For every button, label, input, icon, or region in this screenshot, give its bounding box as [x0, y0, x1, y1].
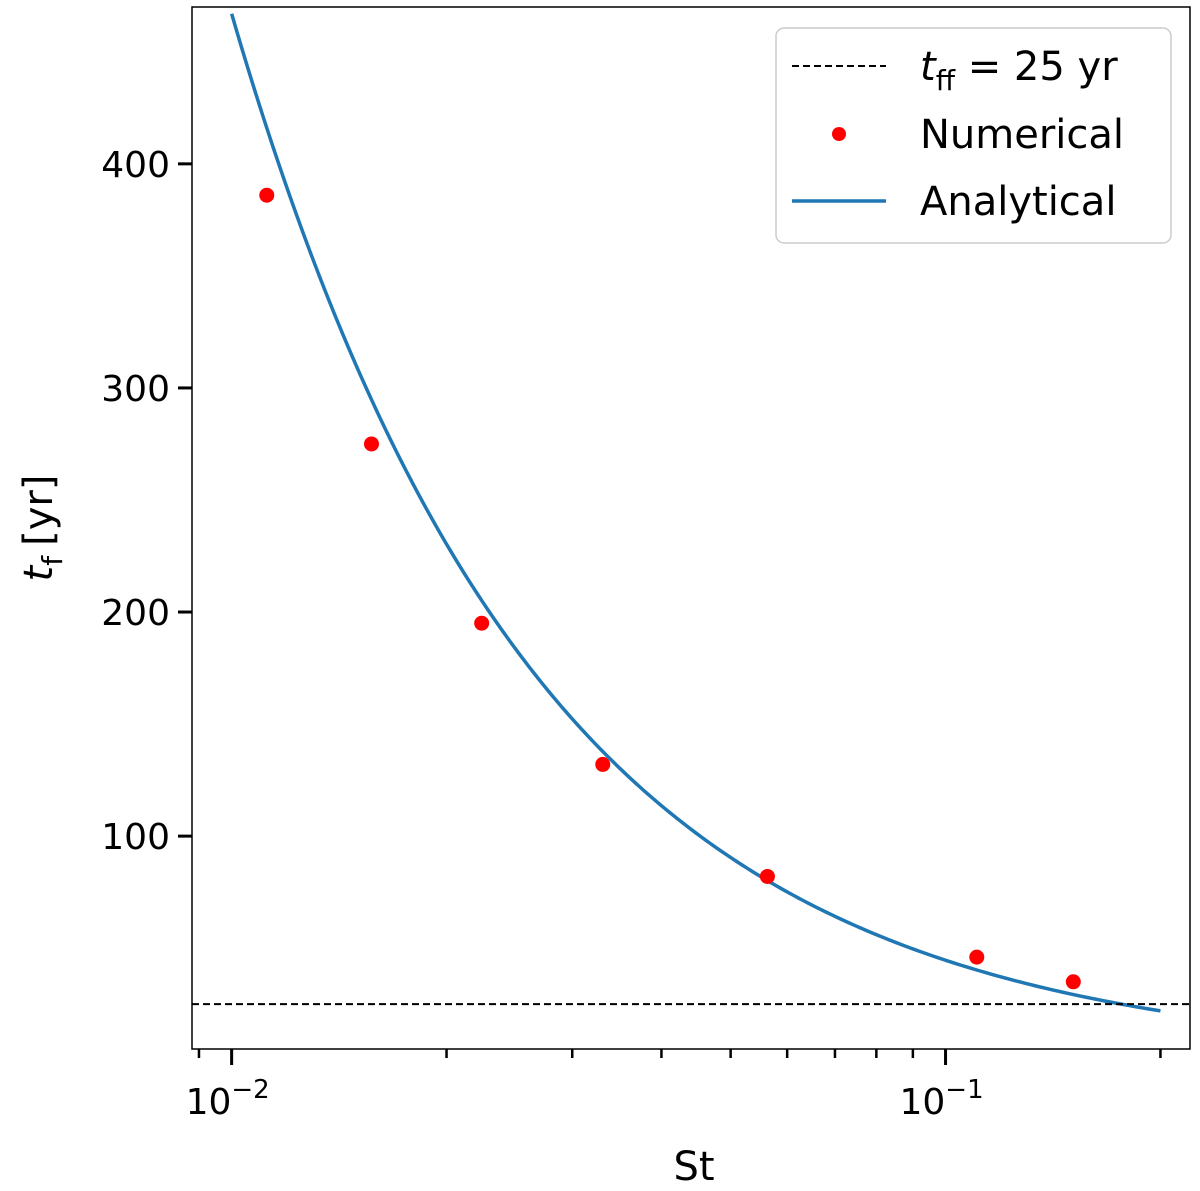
numerical-point-1 [363, 436, 379, 452]
y-axis-label: tf [yr] [16, 475, 69, 582]
legend-label-analytical: Analytical [920, 179, 1116, 225]
legend-box [775, 27, 1172, 244]
y-tick-label-100: 100 [101, 817, 170, 858]
numerical-point-6 [1065, 974, 1081, 990]
svg-text:tf[yr]: tf [yr] [16, 475, 69, 582]
legend-label-tff: tff = 25 yr [920, 44, 1118, 97]
x-tick-label-0: 10−2 [186, 1075, 270, 1123]
numerical-point-4 [759, 868, 775, 884]
y-tick-label-300: 300 [101, 369, 170, 410]
x-axis-label: St [673, 1144, 714, 1190]
y-tick-label-200: 200 [101, 593, 170, 634]
numerical-point-5 [969, 949, 985, 965]
y-tick-label-400: 400 [101, 145, 170, 186]
numerical-point-2 [474, 615, 490, 631]
numerical-point-3 [595, 756, 611, 772]
analytical-curve [229, 13, 1161, 1013]
numerical-point-0 [259, 187, 275, 203]
x-tick-label-1: 10−1 [899, 1075, 983, 1123]
y-axis-label-main: t [16, 564, 62, 581]
legend-swatch-numerical [832, 127, 846, 141]
y-axis-label-unit: [yr] [16, 475, 62, 546]
y-axis-label-sub: f [36, 555, 69, 566]
legend-label-numerical: Numerical [920, 112, 1124, 158]
legend: tff = 25 yr Numerical Analytical [775, 27, 1172, 244]
